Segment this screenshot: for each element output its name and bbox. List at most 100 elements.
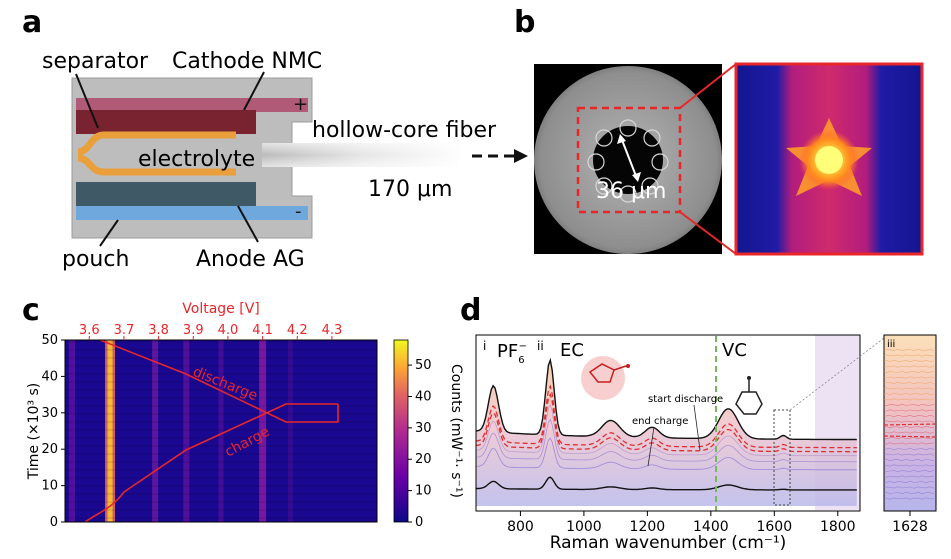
panel-label-d: d (460, 293, 481, 328)
top-tick-label: 4.1 (252, 323, 273, 338)
inset-line (883, 423, 937, 426)
cathode-leader (243, 71, 265, 111)
y-tick-label: 20 (41, 442, 58, 457)
heat-stripe (65, 517, 377, 519)
spectrum-line (475, 357, 857, 441)
core-size-label: 36 μm (596, 179, 666, 204)
spectra-fill (476, 360, 857, 506)
inset-line (883, 365, 935, 368)
fiber-arrowhead (514, 149, 528, 163)
panel-label-c: c (22, 293, 40, 328)
heat-band-4 (183, 340, 190, 522)
top-tick-label: 3.6 (79, 323, 100, 338)
top-axis-ticks: 3.6 3.7 3.8 3.9 4.0 4.1 4.2 4.3 (79, 323, 342, 340)
voltage-profile-curve (84, 339, 339, 523)
electrolyte-label: electrolyte (138, 147, 255, 172)
fiber-size-label: 170 μm (368, 177, 452, 202)
heat-stripe (65, 373, 377, 375)
spectrum-line (475, 384, 857, 449)
inset-line (883, 480, 935, 484)
inset-lines (883, 348, 937, 500)
mode-profile-image (734, 62, 924, 256)
anode-label: Anode AG (196, 247, 305, 272)
cathode-layer (76, 110, 256, 134)
inset-line (883, 370, 935, 374)
colorbar-tick-label: 50 (415, 358, 432, 373)
inset-line (883, 409, 934, 412)
anode-layer (76, 182, 256, 206)
colorbar-ticks: 0 10 20 30 40 50 (408, 358, 432, 530)
anode-current-collector (76, 206, 308, 220)
heat-stripe (65, 461, 377, 463)
top-tick-label: 4.2 (287, 323, 308, 338)
pf6-label: PF6− (497, 341, 527, 366)
spectra-lines (475, 357, 857, 491)
inset-tick-label: 1628 (892, 519, 928, 535)
inset-line (883, 387, 935, 390)
heat-stripe (65, 509, 377, 511)
inset-line (883, 469, 935, 473)
marker-i: i (483, 339, 486, 353)
inset-line (883, 392, 935, 396)
panel-label-b: b (514, 5, 535, 40)
start-discharge-label: start discharge (648, 394, 723, 405)
spectra-x-label: Raman wavenumber (cm⁻¹) (550, 533, 787, 553)
heat-stripe (65, 421, 377, 423)
ec-label: EC (560, 340, 584, 361)
inset-line (883, 464, 935, 467)
spectra-tick-label: 1000 (566, 519, 602, 535)
y-axis-ticks: 0 10 20 30 40 50 (41, 333, 65, 530)
inset-line (883, 447, 935, 451)
zoom-box (576, 106, 682, 214)
spectra-tick-label: 1200 (630, 519, 666, 535)
cladding-capillaries (587, 119, 669, 203)
inset-line (883, 491, 935, 495)
inset-line (883, 381, 935, 385)
inset-line (883, 403, 935, 407)
y-tick-label: 0 (50, 515, 58, 530)
core-size-arrow (621, 139, 637, 177)
plus-terminal: + (293, 94, 308, 115)
heat-stripe (65, 493, 377, 495)
cathode-label: Cathode NMC (172, 49, 322, 74)
colorbar (393, 339, 409, 523)
pouch-leader (99, 219, 119, 247)
panel-label-a: a (22, 5, 42, 40)
raman-spectra-chart: i ii PF6− EC VC end charge start dischar… (475, 334, 937, 553)
spectrum-line (475, 392, 857, 453)
inset-line (883, 414, 935, 418)
y-tick-label: 10 (41, 479, 58, 494)
vc-label: VC (722, 340, 747, 361)
inset-line (883, 354, 935, 357)
core-size-arrowheads (617, 134, 641, 182)
separator-leader (75, 73, 99, 129)
heat-stripe (65, 357, 377, 359)
heat-stripe (65, 381, 377, 383)
end-charge-leader (647, 426, 655, 467)
top-axis-label: Voltage [V] (182, 301, 259, 317)
spectra-tick-label: 1400 (693, 519, 729, 535)
zoom-line-top (679, 63, 737, 109)
spectra-frame (475, 334, 861, 512)
inset-line (883, 442, 935, 445)
heat-band-6 (259, 340, 267, 522)
spectra-tick-label: 1800 (820, 519, 856, 535)
fiber-label: hollow-core fiber (312, 118, 497, 143)
inset-line (883, 376, 935, 379)
inset-line (883, 348, 935, 352)
heat-stripe (65, 501, 377, 503)
spectra-tick-label: 1600 (756, 519, 792, 535)
y-tick-label: 30 (41, 406, 58, 421)
heat-stripe (65, 349, 377, 351)
heat-band-5 (218, 340, 224, 522)
spectra-x-ticks: 800 1000 1200 1400 1600 1800 (507, 511, 856, 535)
heat-stripe (65, 365, 377, 367)
inset-line (883, 435, 937, 438)
anode-leader (237, 205, 259, 243)
separator-layer (77, 131, 236, 176)
inset-box (773, 409, 791, 506)
fiber-sheen (262, 143, 464, 167)
spectrum-line (475, 418, 857, 463)
inset-line (883, 420, 935, 423)
